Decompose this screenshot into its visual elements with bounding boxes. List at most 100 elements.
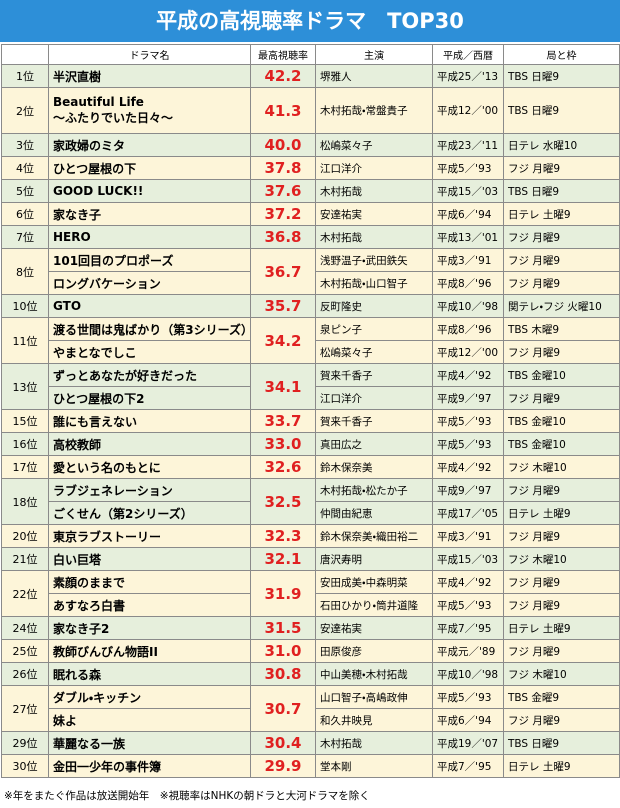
year: 平成12／'00 xyxy=(432,87,504,134)
table-row: 15位 誰にも言えない 33.7 賀来千香子 平成5／'93 TBS 金曜10 xyxy=(1,409,620,433)
drama-title: GOOD LUCK!! xyxy=(48,179,251,203)
rank: 21位 xyxy=(1,547,49,571)
table-row: 1位 半沢直樹 42.2 堺雅人 平成25／'13 TBS 日曜9 xyxy=(1,64,620,88)
station: 関テレ・フジ 火曜10 xyxy=(503,294,620,318)
rank: 2位 xyxy=(1,87,49,134)
lead-actor: 中山美穂・木村拓哉 xyxy=(315,662,433,686)
rating: 37.2 xyxy=(250,202,316,226)
drama-title: 半沢直樹 xyxy=(48,64,251,88)
station: フジ 月曜9 xyxy=(503,156,620,180)
year: 平成8／'96 xyxy=(432,317,504,341)
station: TBS 日曜9 xyxy=(503,731,620,755)
drama-title: 金田一少年の事件簿 xyxy=(48,754,251,778)
rank: 24位 xyxy=(1,616,49,640)
rating: 31.9 xyxy=(250,570,316,617)
rating: 42.2 xyxy=(250,64,316,88)
table-row: 4位 ひとつ屋根の下 37.8 江口洋介 平成5／'93 フジ 月曜9 xyxy=(1,156,620,180)
rating: 32.6 xyxy=(250,455,316,479)
rank: 8位 xyxy=(1,248,49,295)
column-header: 最高視聴率 xyxy=(250,44,316,65)
station: TBS 金曜10 xyxy=(503,409,620,433)
column-header: 局と枠 xyxy=(503,44,620,65)
drama-title: ラブジェネレーション xyxy=(48,478,251,502)
lead-actor: 泉ピン子 xyxy=(315,317,433,341)
lead-actor: 賀来千香子 xyxy=(315,409,433,433)
rank: 25位 xyxy=(1,639,49,663)
year: 平成15／'03 xyxy=(432,179,504,203)
table-row: 25位 教師びんびん物語II 31.0 田原俊彦 平成元／'89 フジ 月曜9 xyxy=(1,639,620,663)
drama-title: あすなろ白書 xyxy=(48,593,251,617)
year: 平成10／'98 xyxy=(432,294,504,318)
year: 平成4／'92 xyxy=(432,455,504,479)
rating: 32.3 xyxy=(250,524,316,548)
rating: 33.7 xyxy=(250,409,316,433)
station: TBS 日曜9 xyxy=(503,64,620,88)
drama-title: ずっとあなたが好きだった xyxy=(48,363,251,387)
year: 平成8／'96 xyxy=(432,271,504,295)
station: フジ 月曜9 xyxy=(503,593,620,617)
drama-title: 誰にも言えない xyxy=(48,409,251,433)
station: フジ 木曜10 xyxy=(503,547,620,571)
year: 平成7／'95 xyxy=(432,616,504,640)
drama-title: ごくせん（第2シリーズ） xyxy=(48,501,251,525)
lead-actor: 木村拓哉・山口智子 xyxy=(315,271,433,295)
lead-actor: 松嶋菜々子 xyxy=(315,133,433,157)
drama-title: 高校教師 xyxy=(48,432,251,456)
rating: 36.7 xyxy=(250,248,316,295)
rating: 40.0 xyxy=(250,133,316,157)
table-row: 18位 ラブジェネレーション 32.5 木村拓哉・松たか子 平成9／'97 フジ 月曜9 xyxy=(1,478,620,525)
rating: 35.7 xyxy=(250,294,316,318)
drama-title: 101回目のプロポーズ xyxy=(48,248,251,272)
year: 平成10／'98 xyxy=(432,662,504,686)
station: 日テレ 土曜9 xyxy=(503,616,620,640)
lead-actor: 安達祐実 xyxy=(315,616,433,640)
lead-actor: 木村拓哉 xyxy=(315,731,433,755)
station: フジ 木曜10 xyxy=(503,455,620,479)
station: 日テレ 水曜10 xyxy=(503,133,620,157)
year: 平成12／'00 xyxy=(432,340,504,364)
rank: 30位 xyxy=(1,754,49,778)
year: 平成5／'93 xyxy=(432,156,504,180)
drama-title: 白い巨塔 xyxy=(48,547,251,571)
station: 日テレ 土曜9 xyxy=(503,501,620,525)
lead-actor: 安田成美・中森明菜 xyxy=(315,570,433,594)
header-row: ドラマ名 最高視聴率 主演 平成／西暦 局と枠 xyxy=(1,44,620,65)
rank: 27位 xyxy=(1,685,49,732)
lead-actor: 和久井映見 xyxy=(315,708,433,732)
rank: 5位 xyxy=(1,179,49,203)
lead-actor: 賀来千香子 xyxy=(315,363,433,387)
drama-title: 家なき子2 xyxy=(48,616,251,640)
year: 平成3／'91 xyxy=(432,248,504,272)
rank: 11位 xyxy=(1,317,49,364)
rank: 4位 xyxy=(1,156,49,180)
station: 日テレ 土曜9 xyxy=(503,202,620,226)
table-row: 30位 金田一少年の事件簿 29.9 堂本剛 平成7／'95 日テレ 土曜9 xyxy=(1,754,620,778)
station: フジ 月曜9 xyxy=(503,386,620,410)
station: TBS 金曜10 xyxy=(503,432,620,456)
station: フジ 月曜9 xyxy=(503,524,620,548)
lead-actor: 仲間由紀恵 xyxy=(315,501,433,525)
station: TBS 木曜9 xyxy=(503,317,620,341)
lead-actor: 石田ひかり・筒井道隆 xyxy=(315,593,433,617)
rank: 10位 xyxy=(1,294,49,318)
drama-title: 妹よ xyxy=(48,708,251,732)
lead-actor: 田原俊彦 xyxy=(315,639,433,663)
year: 平成4／'92 xyxy=(432,363,504,387)
table-row: 5位 GOOD LUCK!! 37.6 木村拓哉 平成15／'03 TBS 日曜9 xyxy=(1,179,620,203)
table-row: 6位 家なき子 37.2 安達祐実 平成6／'94 日テレ 土曜9 xyxy=(1,202,620,226)
table-row: 27位 ダブル・キッチン 30.7 山口智子・高嶋政伸 平成5／'93 TBS 金曜9 xyxy=(1,685,620,732)
year: 平成9／'97 xyxy=(432,386,504,410)
footnote: ※年をまたぐ作品は放送開始年 ※視聴率はNHKの朝ドラと大河ドラマを除く xyxy=(4,790,370,802)
lead-actor: 江口洋介 xyxy=(315,386,433,410)
year: 平成19／'07 xyxy=(432,731,504,755)
station: TBS 金曜9 xyxy=(503,685,620,709)
lead-actor: 真田広之 xyxy=(315,432,433,456)
column-header: 主演 xyxy=(315,44,433,65)
lead-actor: 安達祐実 xyxy=(315,202,433,226)
rating: 33.0 xyxy=(250,432,316,456)
drama-title: 教師びんびん物語II xyxy=(48,639,251,663)
lead-actor: 木村拓哉・松たか子 xyxy=(315,478,433,502)
lead-actor: 松嶋菜々子 xyxy=(315,340,433,364)
rating: 30.7 xyxy=(250,685,316,732)
lead-actor: 木村拓哉・常盤貴子 xyxy=(315,87,433,134)
